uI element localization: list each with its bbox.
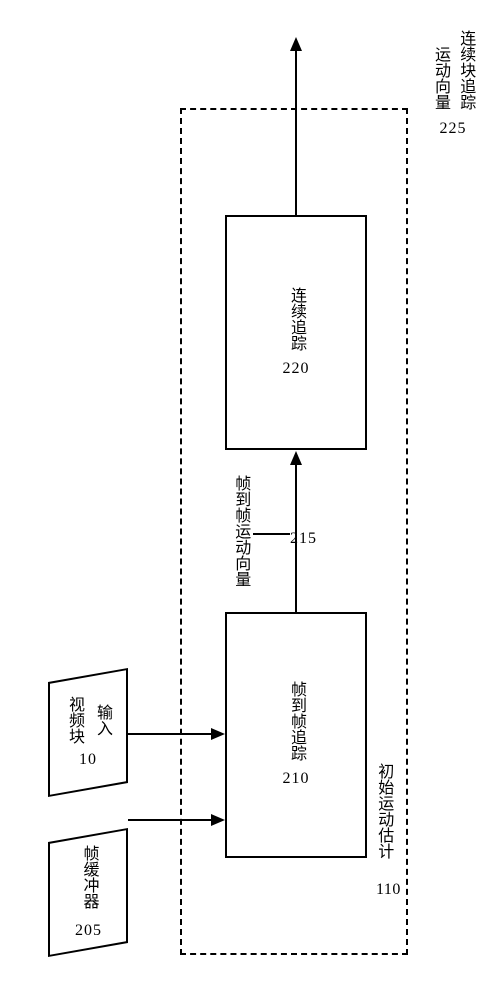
framebuffer-line1: 帧缓冲器 (80, 845, 97, 909)
input-num: 10 (79, 751, 97, 768)
f2f-mv-num-text: 215 (290, 530, 317, 547)
container-number: 110 (376, 880, 401, 899)
container-number-text: 110 (376, 881, 401, 898)
frame-to-frame-tracking-block: 帧到帧追踪 210 (225, 612, 367, 858)
f2f-mv-text: 帧到帧运动向量 (232, 475, 249, 587)
cont-mv-line2: 运动向量 (431, 46, 450, 110)
frame-buffer-block: 帧缓冲器 205 (48, 828, 128, 957)
continuous-motion-vector-label: 运动向量 连续块追踪 225 (430, 30, 476, 138)
input-line1: 输入 (94, 704, 111, 736)
diagram-canvas: 初始运动估计 110 视频块 输入 10 帧缓冲器 205 (0, 0, 503, 1000)
input-line2: 视频块 (66, 696, 83, 744)
container-title: 初始运动估计 (375, 763, 392, 859)
input-video-block: 视频块 输入 10 (48, 668, 128, 797)
container-label: 初始运动估计 (374, 763, 393, 859)
f2f-num: 210 (283, 770, 310, 787)
f2f-title: 帧到帧追踪 (288, 681, 305, 761)
continuous-tracking-block: 连续追踪 220 (225, 215, 367, 450)
f2f-motion-vector-label: 帧到帧运动向量 (231, 475, 250, 587)
f2f-motion-vector-number: 215 (290, 529, 317, 548)
cont-mv-line1: 连续块追踪 (456, 30, 475, 110)
framebuffer-num: 205 (75, 922, 102, 939)
cont-mv-num: 225 (440, 120, 467, 137)
cont-num: 220 (283, 360, 310, 377)
cont-title: 连续追踪 (288, 287, 305, 351)
